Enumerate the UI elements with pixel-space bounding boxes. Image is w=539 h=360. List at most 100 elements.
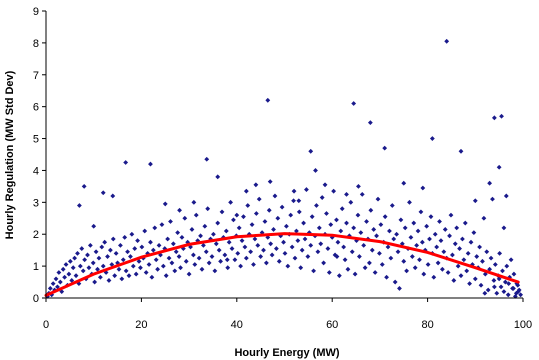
data-point	[212, 268, 218, 274]
data-point	[419, 239, 425, 245]
data-point	[60, 266, 66, 272]
data-point	[149, 274, 155, 280]
data-point	[96, 255, 102, 261]
data-point	[163, 273, 169, 279]
data-point	[242, 244, 248, 250]
data-point	[344, 191, 349, 197]
data-point	[451, 278, 457, 283]
data-point	[259, 230, 265, 236]
data-point	[231, 217, 236, 223]
data-point	[311, 268, 316, 274]
data-point	[291, 188, 297, 194]
data-point	[367, 260, 372, 266]
data-point	[503, 193, 509, 199]
data-point	[87, 242, 93, 248]
data-point	[442, 227, 448, 232]
data-point	[155, 266, 161, 272]
data-point	[431, 274, 437, 280]
data-point	[409, 254, 415, 259]
data-point	[269, 252, 275, 258]
data-point	[367, 120, 373, 126]
data-point	[418, 209, 424, 215]
data-point	[398, 217, 404, 223]
data-point	[253, 211, 259, 216]
data-point	[487, 180, 493, 186]
data-point	[508, 257, 514, 263]
data-point	[105, 254, 110, 259]
data-point	[474, 254, 480, 259]
data-point	[401, 180, 407, 186]
data-point	[281, 239, 286, 245]
data-point	[123, 268, 129, 274]
data-point	[193, 212, 199, 218]
data-point	[339, 206, 345, 212]
data-point	[318, 241, 324, 247]
data-point	[180, 246, 186, 251]
data-point	[448, 212, 454, 218]
data-point	[313, 168, 318, 173]
data-point	[153, 257, 159, 263]
data-point	[420, 185, 426, 191]
data-point	[112, 273, 118, 279]
data-point	[256, 196, 262, 202]
data-point	[129, 231, 135, 237]
data-point	[336, 273, 342, 279]
y-tick-label: 7	[33, 70, 39, 82]
data-point	[445, 270, 451, 275]
data-point	[504, 263, 510, 269]
data-point	[505, 292, 511, 298]
data-point	[480, 258, 485, 264]
data-point	[458, 148, 464, 154]
data-point	[369, 247, 375, 253]
data-point	[308, 242, 314, 248]
data-point	[487, 266, 493, 272]
data-point	[168, 219, 173, 224]
y-tick-label: 0	[33, 293, 39, 305]
data-point	[355, 212, 361, 218]
data-point	[80, 268, 86, 274]
y-tick-label: 8	[33, 38, 39, 50]
data-point	[224, 257, 230, 263]
data-point	[352, 271, 358, 277]
data-point	[138, 265, 143, 271]
data-point	[128, 254, 133, 259]
x-tick-label: 20	[135, 319, 147, 331]
data-point	[285, 263, 291, 269]
y-tick-label: 2	[33, 229, 39, 241]
data-point	[385, 244, 391, 250]
data-point	[266, 207, 272, 213]
data-point	[170, 241, 176, 247]
data-point	[356, 183, 361, 189]
x-tick-label: 40	[231, 319, 243, 331]
data-point	[102, 239, 108, 245]
data-point	[319, 195, 325, 200]
data-point	[223, 228, 229, 234]
data-point	[248, 249, 254, 255]
data-point	[178, 265, 183, 271]
data-point	[162, 201, 168, 207]
data-point	[225, 265, 231, 271]
data-point	[516, 287, 522, 293]
data-point	[198, 233, 203, 239]
data-point	[265, 235, 271, 240]
data-point	[90, 260, 96, 266]
data-point	[156, 242, 162, 248]
data-point	[205, 206, 211, 212]
data-point	[388, 255, 394, 261]
data-point	[110, 193, 116, 199]
data-point	[421, 271, 427, 277]
data-point	[190, 252, 196, 258]
y-tick-label: 1	[33, 261, 39, 273]
y-axis-title: Hourly Regulation (MW Std Dev)	[4, 70, 16, 239]
data-point	[179, 235, 185, 240]
data-point	[226, 239, 232, 245]
data-point	[136, 258, 142, 264]
data-point	[118, 242, 123, 248]
data-point	[351, 225, 357, 231]
data-point	[77, 263, 83, 269]
data-point	[334, 217, 339, 223]
data-point	[276, 258, 282, 264]
data-point	[271, 227, 276, 232]
data-point	[70, 265, 76, 271]
